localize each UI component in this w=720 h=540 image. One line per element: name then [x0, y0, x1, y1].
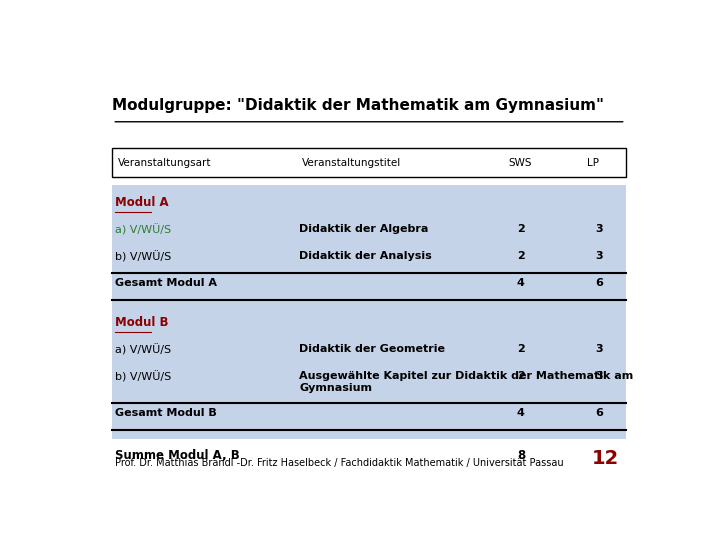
- Text: Modul B: Modul B: [115, 316, 168, 329]
- Text: 2: 2: [517, 344, 525, 354]
- Text: 4: 4: [517, 278, 525, 288]
- Text: Gesamt Modul B: Gesamt Modul B: [115, 408, 217, 418]
- Text: b) V/WÜ/S: b) V/WÜ/S: [115, 371, 171, 383]
- Text: 3: 3: [595, 371, 603, 381]
- Text: a) V/WÜ/S: a) V/WÜ/S: [115, 224, 171, 235]
- Text: SWS: SWS: [508, 158, 532, 167]
- Text: Didaktik der Geometrie: Didaktik der Geometrie: [300, 344, 445, 354]
- Text: 12: 12: [593, 449, 619, 468]
- Text: Modulgruppe: "Didaktik der Mathematik am Gymnasium": Modulgruppe: "Didaktik der Mathematik am…: [112, 98, 604, 113]
- Text: 2: 2: [517, 224, 525, 234]
- Text: Didaktik der Analysis: Didaktik der Analysis: [300, 251, 432, 261]
- Text: 3: 3: [595, 251, 603, 261]
- Text: 8: 8: [517, 449, 525, 462]
- Text: Ausgewählte Kapitel zur Didaktik der Mathematik am
Gymnasium: Ausgewählte Kapitel zur Didaktik der Mat…: [300, 371, 634, 393]
- Text: LP: LP: [587, 158, 598, 167]
- Text: 3: 3: [595, 344, 603, 354]
- Text: 6: 6: [595, 278, 603, 288]
- Text: b) V/WÜ/S: b) V/WÜ/S: [115, 251, 171, 262]
- Text: 4: 4: [517, 408, 525, 418]
- FancyBboxPatch shape: [112, 148, 626, 177]
- Text: 2: 2: [517, 251, 525, 261]
- Text: Veranstaltungsart: Veranstaltungsart: [118, 158, 212, 167]
- Text: 3: 3: [595, 224, 603, 234]
- Text: 2: 2: [517, 371, 525, 381]
- Text: 6: 6: [595, 408, 603, 418]
- Text: Prof. Dr. Matthias Brandl -Dr. Fritz Haselbeck / Fachdidaktik Mathematik / Unive: Prof. Dr. Matthias Brandl -Dr. Fritz Has…: [115, 458, 564, 468]
- Text: Summe Modul A, B: Summe Modul A, B: [115, 449, 240, 462]
- Text: Didaktik der Algebra: Didaktik der Algebra: [300, 224, 428, 234]
- Text: Gesamt Modul A: Gesamt Modul A: [115, 278, 217, 288]
- Text: Veranstaltungstitel: Veranstaltungstitel: [302, 158, 401, 167]
- Text: Modul A: Modul A: [115, 196, 168, 209]
- Text: a) V/WÜ/S: a) V/WÜ/S: [115, 344, 171, 356]
- FancyBboxPatch shape: [112, 185, 626, 439]
